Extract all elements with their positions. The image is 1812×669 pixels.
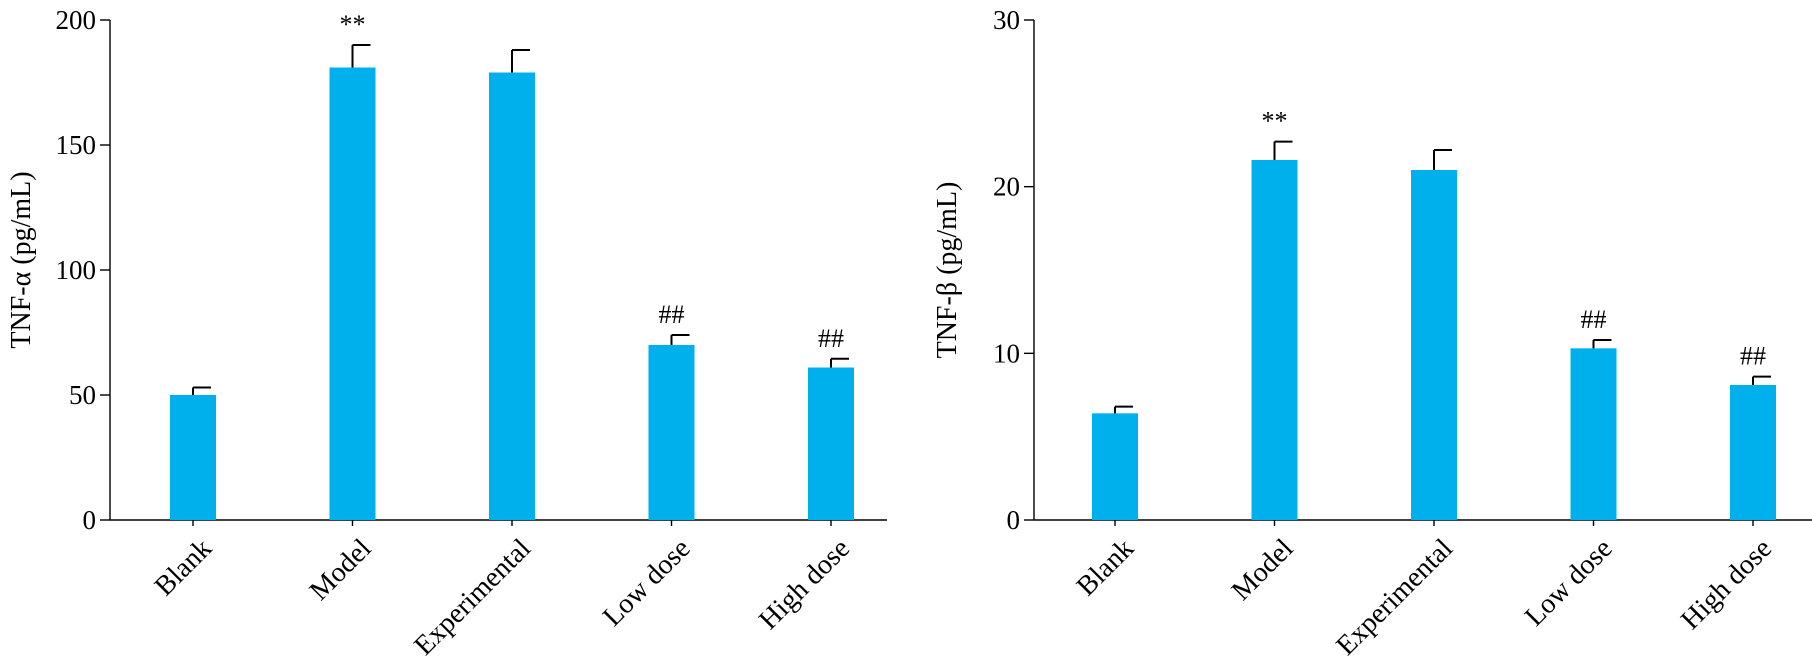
y-tick-label: 100 [56,255,97,285]
bar [1251,160,1298,520]
y-tick-label: 20 [993,172,1020,202]
category-label: Low dose [597,533,696,632]
bar [170,395,216,520]
y-tick-label: 50 [69,380,96,410]
bar [808,367,854,520]
y-tick-label: 30 [993,5,1020,35]
category-label: High dose [1675,533,1778,636]
bar [329,67,376,520]
bar [1092,413,1138,520]
y-tick-label: 0 [1007,505,1021,535]
y-tick-label: 200 [56,5,97,35]
tnf-beta-chart: 0 10 20 30 TNF-β (pg/mL) Blank ** Model Experime… [932,5,1812,662]
significance-annotation: ## [818,324,844,353]
category-label: Experimental [1330,533,1459,662]
category-label: High dose [753,533,856,636]
category-label: Model [1226,533,1300,607]
significance-annotation: ## [1740,342,1766,371]
bar [1730,385,1776,520]
y-axis-label: TNF-β (pg/mL) [932,182,963,359]
y-tick-label: 150 [56,130,97,160]
bar [1411,170,1457,520]
category-label: Model [304,533,378,607]
y-tick-label: 0 [83,505,97,535]
tnf-alpha-chart: 0 50 100 150 200 TNF-α (pg/mL) Blank ** Model Exp… [6,5,887,662]
significance-annotation: ** [1262,107,1288,136]
bar [1570,348,1617,520]
category-label: Blank [149,533,218,602]
significance-annotation: ** [340,10,366,39]
significance-annotation: ## [659,300,685,329]
bar [648,345,695,520]
significance-annotation: ## [1581,305,1607,334]
category-label: Experimental [408,533,537,662]
category-label: Blank [1071,533,1140,602]
y-tick-label: 10 [993,338,1020,368]
y-axis-label: TNF-α (pg/mL) [6,171,37,348]
bar [489,72,535,520]
category-label: Low dose [1519,533,1618,632]
